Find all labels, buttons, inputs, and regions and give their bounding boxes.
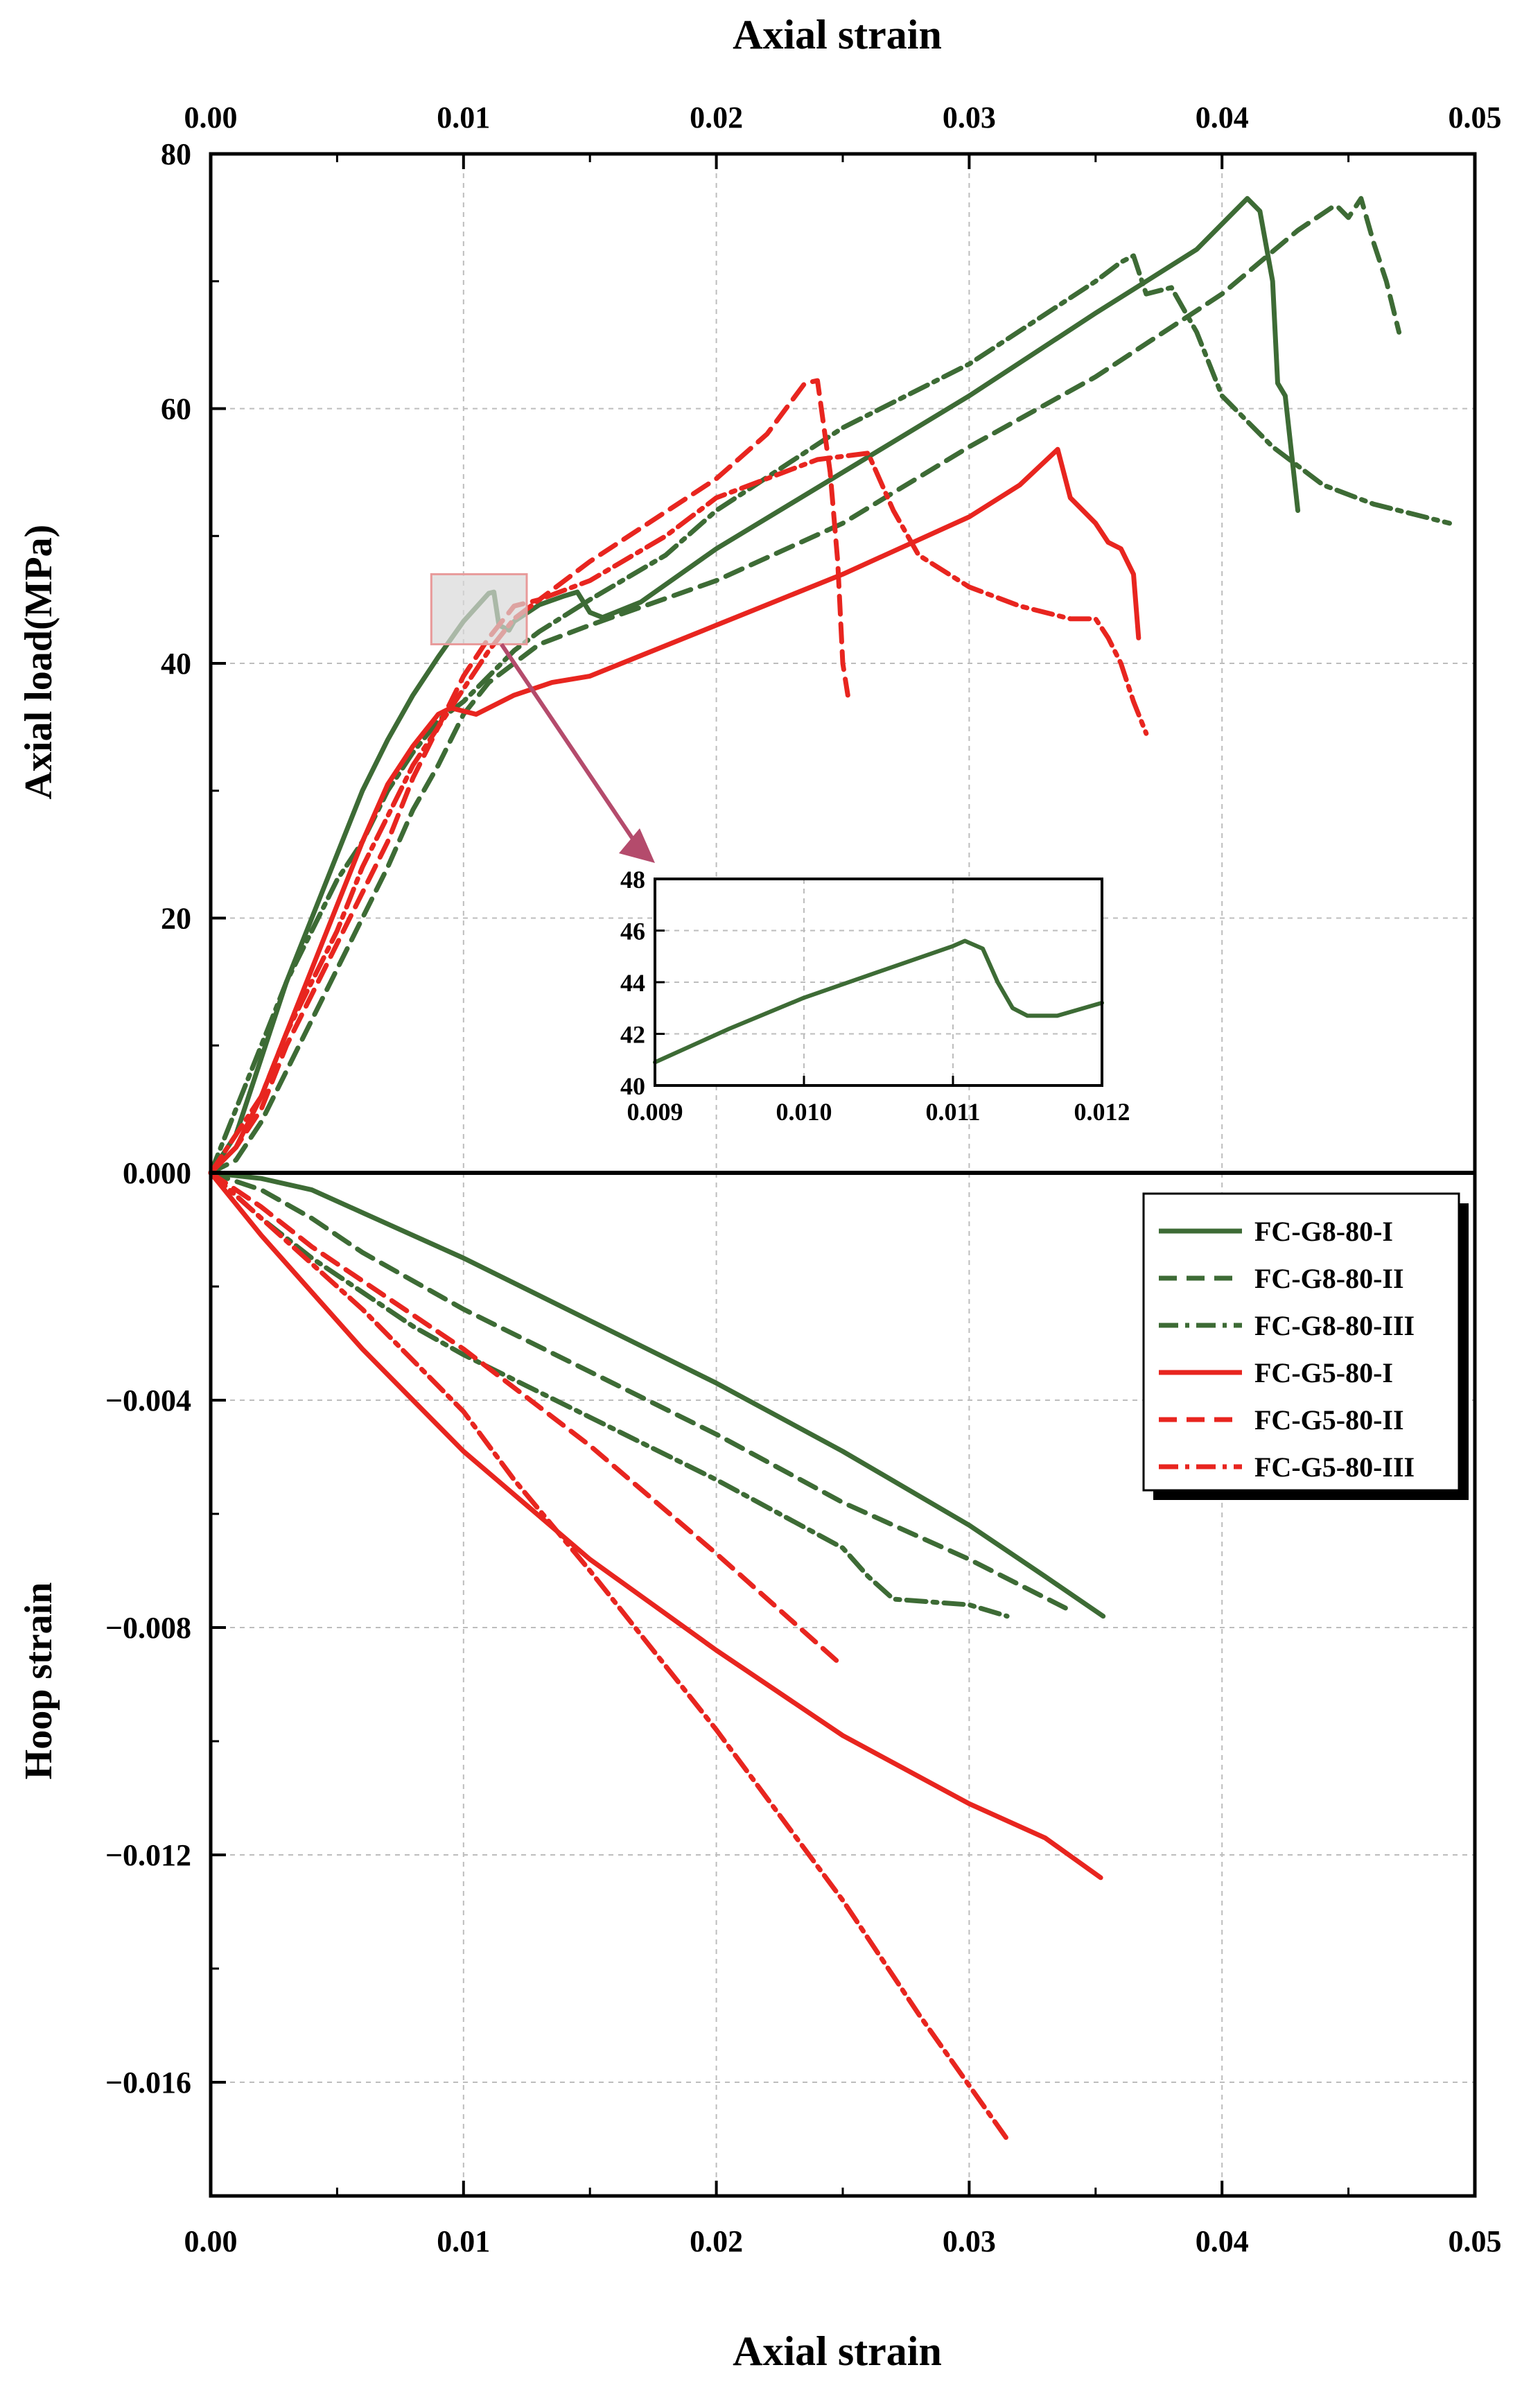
inset-y-tick-label: 44	[620, 969, 645, 997]
inset-x-tick-label: 0.011	[925, 1098, 980, 1126]
x-tick-label-bottom: 0.02	[690, 2224, 743, 2258]
x-tick-label-top: 0.04	[1196, 101, 1249, 134]
legend-label: FC-G5-80-II	[1254, 1404, 1404, 1436]
x-tick-label-bottom: 0.05	[1449, 2224, 1502, 2258]
x-tick-label-top: 0.05	[1449, 101, 1502, 134]
zoom-arrow-head	[619, 828, 655, 863]
hoop-series-fc-g8-80-iii	[208, 1170, 1010, 1619]
y-tick-label-top: 20	[161, 902, 191, 936]
y-tick-label-bottom: −0.004	[105, 1384, 191, 1418]
hoop-series-fc-g8-80-i	[208, 1170, 1106, 1619]
inset-y-tick-label: 42	[620, 1021, 645, 1049]
zoom-highlight-box	[430, 573, 528, 645]
zoom-box	[430, 573, 655, 863]
hoop-series-fc-g5-80-ii	[208, 1170, 841, 1664]
inset-y-tick-label: 40	[620, 1072, 645, 1100]
legend-label: FC-G8-80-III	[1254, 1310, 1415, 1341]
load-series-fc-g8-80-iii	[208, 253, 1452, 1176]
legend-box	[1142, 1192, 1460, 1492]
load-series-fc-g5-80-iii	[208, 451, 1149, 1176]
inset-x-tick-label: 0.010	[776, 1098, 832, 1126]
axes-layer: 0.00 0.00 0.01 0.01 0.02 0.02 0.03 0.03 0.04 0.04…	[105, 101, 1502, 2258]
zoom-arrow-line	[500, 643, 645, 855]
load-series-fc-g8-80-i	[208, 195, 1301, 1176]
y-tick-label-bottom: 0.000	[123, 1156, 191, 1190]
load-series-fc-g5-80-ii	[208, 378, 850, 1176]
x-tick-label-top: 0.01	[437, 101, 490, 134]
x-tick-label-bottom: 0.00	[184, 2224, 238, 2258]
legend-label: FC-G8-80-II	[1254, 1263, 1404, 1294]
x-axis-title-top: Axial strain	[733, 12, 942, 58]
x-axis-title-bottom: Axial strain	[733, 2328, 942, 2374]
load-series-fc-g8-80-ii	[208, 195, 1402, 1176]
legend-label: FC-G5-80-III	[1254, 1451, 1415, 1483]
y-axis-title-bottom: Hoop strain	[17, 1582, 60, 1780]
y-tick-label-top: 60	[161, 392, 191, 426]
hoop-series-fc-g5-80-iii	[208, 1170, 1010, 2142]
inset-y-tick-label: 46	[620, 918, 645, 945]
x-tick-label-bottom: 0.01	[437, 2224, 490, 2258]
legend-label: FC-G5-80-I	[1254, 1357, 1393, 1388]
x-tick-label-top: 0.00	[184, 101, 238, 134]
legend-label: FC-G8-80-I	[1254, 1216, 1393, 1247]
inset-panel: 0.009 0.010 0.011 0.012 40 42 44 46 48	[620, 866, 1130, 1126]
legend: FC-G8-80-I FC-G8-80-II FC-G8-80-III FC-G5-8…	[1142, 1192, 1469, 1500]
y-tick-label-bottom: −0.012	[105, 1838, 191, 1872]
hoop-series-fc-g8-80-ii	[208, 1170, 1073, 1613]
y-tick-label-top: 40	[161, 647, 191, 681]
x-tick-label-bottom: 0.03	[943, 2224, 996, 2258]
y-tick-label-top: 80	[161, 137, 191, 171]
x-tick-label-top: 0.03	[943, 101, 996, 134]
x-tick-label-bottom: 0.04	[1196, 2224, 1249, 2258]
y-tick-label-bottom: −0.008	[105, 1611, 191, 1645]
x-tick-label-top: 0.02	[690, 101, 743, 134]
inset-series-fc-g8-80-i	[653, 939, 1104, 1065]
inset-x-tick-label: 0.012	[1074, 1098, 1130, 1126]
inset-x-tick-label: 0.009	[627, 1098, 683, 1126]
hoop-series-fc-g5-80-i	[208, 1170, 1103, 1881]
inset-y-tick-label: 48	[620, 866, 645, 893]
y-axis-title-top: Axial load(MPa)	[17, 525, 60, 800]
y-tick-label-bottom: −0.016	[105, 2066, 191, 2100]
